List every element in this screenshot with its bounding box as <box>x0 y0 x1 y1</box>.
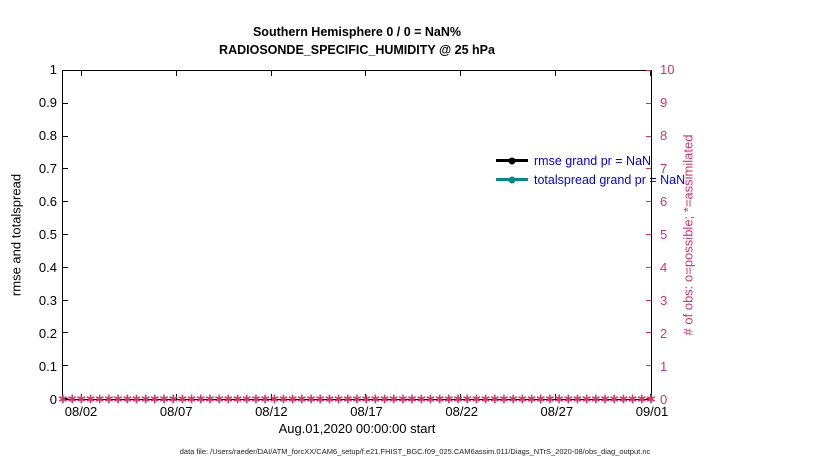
y-tick-label-left: 0.8 <box>38 128 57 143</box>
bottom-axis-tick <box>460 394 462 399</box>
y-tick-label-right: 4 <box>660 260 668 275</box>
top-axis-tick <box>175 71 177 76</box>
legend-marker-dot <box>508 157 516 164</box>
legend-marker-dot <box>508 176 516 183</box>
top-axis-tick <box>80 71 82 76</box>
x-tick-label: 08/27 <box>540 404 574 419</box>
left-axis-tick <box>63 201 68 203</box>
y-tick-label-left: 1 <box>49 62 57 77</box>
chart-title: Southern Hemisphere 0 / 0 = NaN% <box>252 25 462 39</box>
right-y-tick-labels: 0 1 2 3 4 5 6 7 8 9 10 <box>656 62 696 407</box>
left-axis-tick <box>63 70 68 71</box>
y-tick-label-right: 9 <box>660 95 668 110</box>
y-tick-label-left: 0.3 <box>38 293 57 308</box>
y-tick-label-right: 2 <box>660 326 668 341</box>
y-tick-label-right: 10 <box>660 62 675 77</box>
right-axis-tick <box>646 168 651 170</box>
y-tick-label-right: 8 <box>660 128 668 143</box>
left-axis-tick <box>63 234 68 235</box>
top-axis-tick <box>460 71 462 76</box>
left-axis-tick <box>63 365 68 367</box>
y-tick-label-left: 0.9 <box>38 95 57 110</box>
legend-label: totalspread grand pr = NaN <box>534 172 686 187</box>
left-axis-tick <box>63 102 68 104</box>
legend-line-sample <box>496 175 528 184</box>
y-tick-label-right: 6 <box>660 194 668 209</box>
y-tick-label-left: 0.5 <box>38 227 57 242</box>
legend: rmse grand pr = NaN totalspread grand pr … <box>496 151 685 189</box>
top-axis-tick <box>365 71 367 76</box>
x-tick-label: 08/12 <box>255 404 288 419</box>
bottom-axis-tick <box>555 394 557 399</box>
x-tick-label: 08/02 <box>64 404 98 419</box>
right-axis-tick <box>646 135 651 137</box>
chart-subtitle: RADIOSONDE_SPECIFIC_HUMIDITY @ 25 hPa <box>219 43 495 57</box>
left-y-tick-labels: 0 0.1 0.2 0.3 0.4 0.5 0.6 0.7 0.8 0.9 1 <box>0 62 57 407</box>
top-axis-tick <box>555 71 557 76</box>
plot-area: rmse grand pr = NaN totalspread grand pr … <box>58 70 685 405</box>
right-axis-tick <box>646 332 651 334</box>
right-axis-tick <box>646 234 651 235</box>
y-tick-label-left: 0.4 <box>38 260 57 275</box>
bottom-axis-tick <box>80 394 82 399</box>
x-axis-label: Aug.01,2020 00:00:00 start <box>278 421 436 436</box>
y-tick-label-left: 0.1 <box>38 359 57 374</box>
right-axis-tick <box>646 266 651 268</box>
bottom-axis-tick <box>270 394 272 399</box>
top-axis-tick <box>270 71 272 76</box>
y-tick-label-right: 3 <box>660 293 668 308</box>
y-tick-label-left: 0.2 <box>38 326 57 341</box>
y-tick-label-right: 0 <box>660 392 668 407</box>
left-axis-tick <box>63 135 68 137</box>
y-tick-label-right: 5 <box>660 227 668 242</box>
right-y-axis-label: # of obs: o=possible; *=assimilated <box>680 134 696 336</box>
y-tick-label-left: 0.6 <box>38 194 57 209</box>
right-axis-tick <box>646 398 651 399</box>
x-tick-label: 08/07 <box>159 404 193 419</box>
right-axis-tick <box>646 299 651 301</box>
bottom-axis-tick <box>175 394 177 399</box>
legend-entry: totalspread grand pr = NaN <box>496 170 685 189</box>
legend-line-sample <box>496 156 528 165</box>
left-axis-tick <box>63 332 68 334</box>
x-tick-label: 09/01 <box>635 404 669 419</box>
x-tick-labels: 08/02 08/07 08/12 08/17 08/22 08/27 09/01 <box>62 404 669 420</box>
left-axis-tick <box>63 398 68 399</box>
right-axis-tick <box>646 70 651 71</box>
data-file-caption: data file: /Users/raeder/DAI/ATM_forcXX/… <box>179 447 651 456</box>
left-axis-tick <box>63 168 68 170</box>
x-tick-label: 08/22 <box>445 404 478 419</box>
left-axis-tick <box>63 266 68 268</box>
y-tick-label-right: 7 <box>660 161 668 176</box>
right-axis-tick <box>646 365 651 367</box>
left-axis-tick <box>63 299 68 301</box>
y-tick-label-left: 0.7 <box>38 161 57 176</box>
legend-entry: rmse grand pr = NaN <box>496 151 685 170</box>
y-tick-label-left: 0 <box>49 392 57 407</box>
left-y-axis-label: rmse and totalspread <box>8 173 24 297</box>
bottom-axis-tick <box>365 394 367 399</box>
right-axis-tick <box>646 102 651 104</box>
x-tick-label: 08/17 <box>350 404 383 419</box>
top-axis-tick <box>650 71 651 76</box>
right-axis-tick <box>646 201 651 203</box>
legend-label: rmse grand pr = NaN <box>534 153 652 168</box>
bottom-axis-tick <box>650 394 651 399</box>
y-tick-label-right: 1 <box>660 359 668 374</box>
